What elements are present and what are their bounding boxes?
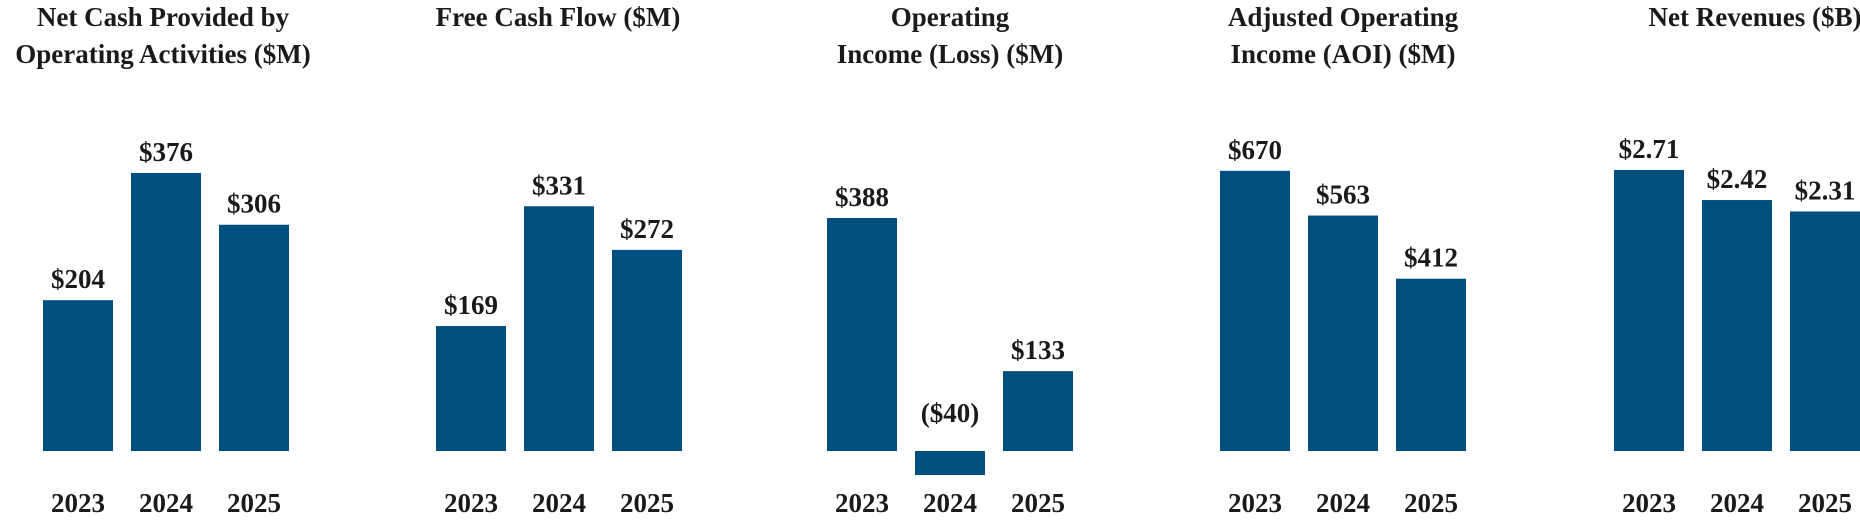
chart-panel: Net Revenues ($B) $2.71 2023 $2.42 2024 $2.31… [1614,2,1860,518]
x-tick-label: 2024 [923,488,977,518]
bar [219,224,289,451]
bar [1003,371,1073,451]
x-tick-label: 2025 [620,488,674,518]
data-label: $412 [1404,243,1458,273]
data-label: $2.71 [1619,134,1680,164]
x-tick-label: 2023 [444,488,498,518]
x-tick-label: 2025 [1798,488,1852,518]
x-tick-label: 2023 [51,488,105,518]
data-label: $204 [51,264,105,294]
x-tick-label: 2023 [1622,488,1676,518]
x-tick-label: 2025 [1011,488,1065,518]
bar [1790,211,1860,451]
data-label: ($40) [921,398,979,428]
x-tick-label: 2025 [227,488,281,518]
x-tick-label: 2024 [1316,488,1370,518]
chart-title: Free Cash Flow ($M) [436,2,681,32]
bar [436,326,506,451]
bar [827,218,897,451]
data-label: $670 [1228,135,1282,165]
bar [1614,169,1684,451]
chart-panel: Operating Income (Loss) ($M) $388 2023 ($40)… [827,2,1073,518]
x-tick-label: 2024 [532,488,586,518]
x-tick-label: 2023 [835,488,889,518]
chart-title: Net Revenues ($B) [1649,2,1860,32]
data-label: $563 [1316,180,1370,210]
bar [43,300,113,451]
chart-title: Adjusted Operating [1228,2,1459,32]
data-label: $376 [139,137,193,167]
bar [1220,170,1290,451]
data-label: $2.42 [1707,164,1768,194]
bar [1396,278,1466,451]
data-label: $169 [444,290,498,320]
data-label: $306 [227,189,281,219]
chart-title: Income (Loss) ($M) [837,39,1063,69]
chart-title: Operating Activities ($M) [15,39,310,69]
data-label: $133 [1011,335,1065,365]
x-tick-label: 2025 [1404,488,1458,518]
x-tick-label: 2024 [139,488,193,518]
bar [1308,215,1378,451]
bar [524,206,594,451]
data-label: $388 [835,182,889,212]
chart-panel: Adjusted Operating Income (AOI) ($M) $670 2… [1220,2,1466,518]
data-label: $2.31 [1795,175,1856,205]
x-tick-label: 2024 [1710,488,1764,518]
chart-title: Net Cash Provided by [37,2,290,32]
bar [131,172,201,451]
x-tick-label: 2023 [1228,488,1282,518]
data-label: $331 [532,170,586,200]
chart-panel: Net Cash Provided by Operating Activities… [15,2,310,518]
chart-title: Operating [891,2,1010,32]
bar [612,249,682,451]
data-label: $272 [620,214,674,244]
bar [915,451,985,476]
chart-title: Income (AOI) ($M) [1231,39,1456,69]
chart-panel: Free Cash Flow ($M) $169 2023 $331 2024 $272 2… [436,2,682,518]
bar [1702,200,1772,451]
